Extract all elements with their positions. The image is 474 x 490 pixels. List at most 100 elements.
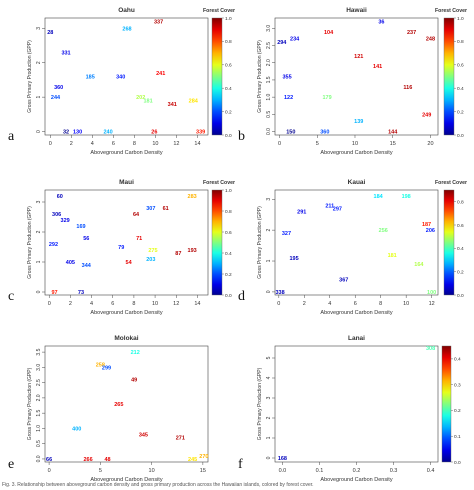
colorbar-tick-label: 0.8 <box>457 39 464 45</box>
data-point: 400 <box>72 426 81 432</box>
y-axis-label: Gross Primary Production (GPP) <box>257 206 263 279</box>
data-point: 307 <box>146 206 155 212</box>
x-axis-label: Aboveground Carbon Density <box>90 150 162 156</box>
colorbar-tick-label: 0.2 <box>225 109 232 115</box>
x-tick-label: 0.3 <box>390 468 398 474</box>
y-tick-label: 0.0 <box>36 455 42 462</box>
data-point: 168 <box>278 456 287 462</box>
data-point: 48 <box>104 457 110 463</box>
data-point: 144 <box>388 130 398 136</box>
data-point: 344 <box>82 263 92 269</box>
colorbar-tick-label: 0.6 <box>457 63 464 69</box>
y-axis-label: Gross Primary Production (GPP) <box>27 367 33 440</box>
data-point: 291 <box>297 210 306 216</box>
data-point: 122 <box>284 95 293 101</box>
data-point: 187 <box>422 222 431 228</box>
data-point: 150 <box>286 130 295 136</box>
legend-title: Forest Cover <box>203 180 235 186</box>
data-point: 97 <box>51 290 57 296</box>
y-tick-label: 2 <box>266 229 272 232</box>
data-point: 265 <box>114 402 123 408</box>
data-point: 212 <box>131 350 140 356</box>
colorbar <box>441 345 452 463</box>
data-point: 275 <box>148 248 157 254</box>
data-point: 28 <box>47 30 53 36</box>
panel-title: Kauai <box>348 179 366 186</box>
colorbar-tick-label: 1.0 <box>225 16 232 22</box>
data-point: 179 <box>322 95 331 101</box>
y-tick-label: 1 <box>266 259 272 262</box>
x-tick-label: 10 <box>149 468 155 474</box>
x-tick-label: 0 <box>48 468 51 474</box>
data-point: 327 <box>282 231 291 237</box>
x-tick-label: 14 <box>194 301 200 307</box>
y-tick-label: 1.5 <box>266 76 272 83</box>
data-point: 139 <box>354 119 363 125</box>
data-point: 193 <box>188 248 197 254</box>
data-point: 104 <box>324 30 334 36</box>
data-point: 294 <box>277 40 287 46</box>
data-point: 64 <box>133 212 140 218</box>
y-tick-label: 5 <box>266 356 272 359</box>
y-tick-label: 3.5 <box>36 348 42 355</box>
x-tick-label: 0.4 <box>427 468 435 474</box>
x-tick-label: 2 <box>70 141 73 147</box>
data-point: 339 <box>196 130 205 136</box>
data-point: 130 <box>73 130 82 136</box>
y-tick-label: 0 <box>266 290 272 293</box>
colorbar-tick-label: 0.6 <box>225 63 232 69</box>
y-tick-label: 0 <box>36 290 42 293</box>
x-tick-label: 14 <box>194 141 200 147</box>
data-point: 60 <box>57 194 63 200</box>
figure-caption: Fig. 3. Relationship between aboveground… <box>2 482 314 488</box>
data-point: 367 <box>339 278 348 284</box>
y-tick-label: 3 <box>266 396 272 399</box>
y-tick-label: 2.5 <box>266 42 272 49</box>
panel-letter: e <box>8 457 14 472</box>
x-tick-label: 10 <box>403 301 409 307</box>
x-tick-label: 10 <box>152 301 158 307</box>
x-tick-label: 6 <box>111 301 114 307</box>
panel-letter: b <box>238 129 245 144</box>
data-point: 308 <box>426 346 435 352</box>
y-tick-label: 1 <box>36 260 42 263</box>
y-tick-label: 3.0 <box>36 364 42 371</box>
colorbar-tick-label: 0.4 <box>225 251 232 257</box>
data-point: 306 <box>52 212 61 218</box>
y-tick-label: 3 <box>36 200 42 203</box>
y-tick-label: 2 <box>266 416 272 419</box>
data-point: 234 <box>290 37 300 43</box>
x-tick-label: 0 <box>48 301 51 307</box>
data-point: 340 <box>116 75 125 81</box>
x-axis-label: Aboveground Carbon Density <box>90 310 162 316</box>
panel-letter: a <box>8 129 15 144</box>
data-point: 203 <box>146 257 155 263</box>
y-tick-label: 3.0 <box>266 25 272 32</box>
panel-letter: f <box>238 457 243 472</box>
legend-title: Forest Cover <box>203 8 235 14</box>
colorbar <box>211 17 223 136</box>
data-point: 270 <box>199 454 208 460</box>
data-point: 299 <box>102 365 111 371</box>
colorbar-tick-label: 0.6 <box>225 230 232 236</box>
y-tick-label: 3 <box>266 198 272 201</box>
colorbar-tick-label: 0.8 <box>225 39 232 45</box>
data-point: 36 <box>378 19 384 25</box>
data-point: 271 <box>176 436 185 442</box>
legend-title: Forest Cover <box>435 8 467 14</box>
x-axis-label: Aboveground Carbon Density <box>90 477 162 483</box>
data-point: 337 <box>154 19 163 25</box>
data-point: 360 <box>320 130 329 136</box>
data-point: 49 <box>131 378 137 384</box>
data-point: 211 <box>325 203 334 209</box>
y-tick-label: 0.0 <box>266 128 272 135</box>
y-tick-label: 2.5 <box>36 379 42 386</box>
data-point: 329 <box>61 218 70 224</box>
data-point: 54 <box>126 260 133 266</box>
x-axis-label: Aboveground Carbon Density <box>320 310 392 316</box>
colorbar-tick-label: 0.6 <box>457 223 464 229</box>
data-point: 244 <box>51 95 61 101</box>
y-tick-label: 0.5 <box>36 440 42 447</box>
data-point: 268 <box>122 26 131 32</box>
x-tick-label: 0.1 <box>316 468 324 474</box>
